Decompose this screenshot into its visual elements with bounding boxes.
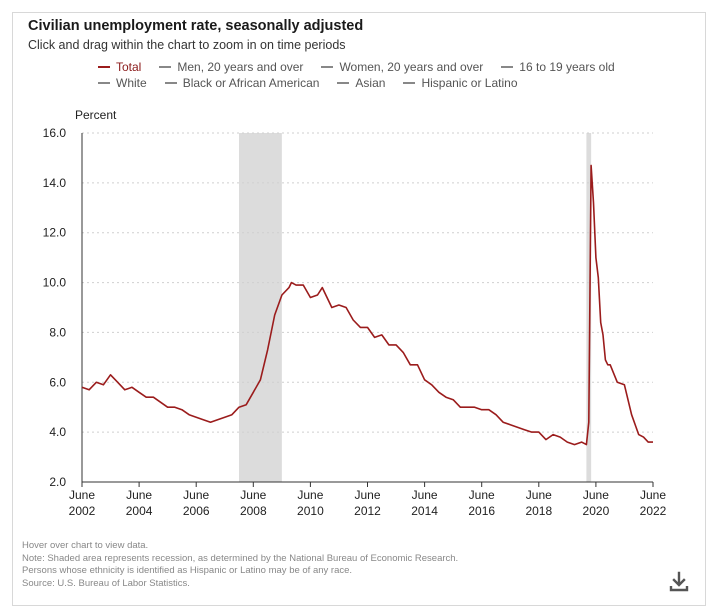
- x-tick-label-month: June: [640, 488, 666, 502]
- legend-label: 16 to 19 years old: [519, 60, 615, 74]
- x-tick-label-year: 2016: [468, 504, 495, 518]
- y-tick-label: 14.0: [43, 176, 67, 190]
- legend-item-men[interactable]: Men, 20 years and over: [159, 60, 303, 74]
- legend-row-1: Total Men, 20 years and over Women, 20 y…: [98, 59, 658, 75]
- y-tick-label: 4.0: [49, 425, 66, 439]
- x-tick-label-year: 2014: [411, 504, 438, 518]
- x-tick-label-year: 2004: [126, 504, 153, 518]
- legend-swatch: [159, 66, 172, 68]
- legend-swatch: [98, 82, 110, 84]
- legend-label: Total: [116, 60, 142, 74]
- x-tick-label-month: June: [69, 488, 95, 502]
- recession-band: [239, 133, 282, 482]
- x-tick-label-year: 2022: [640, 504, 667, 518]
- legend-item-women[interactable]: Women, 20 years and over: [321, 60, 483, 74]
- note-line: Source: U.S. Bureau of Labor Statistics.: [22, 577, 190, 589]
- x-tick-label-year: 2010: [297, 504, 324, 518]
- legend-row-2: White Black or African American Asian Hi…: [98, 75, 658, 91]
- x-tick-label-year: 2012: [354, 504, 381, 518]
- y-tick-label: 10.0: [43, 276, 67, 290]
- legend-item-white[interactable]: White: [98, 76, 147, 90]
- legend-swatch: [164, 82, 177, 84]
- legend-label: White: [116, 76, 147, 90]
- legend-label: Black or African American: [182, 76, 320, 90]
- chart-subtitle: Click and drag within the chart to zoom …: [28, 38, 346, 52]
- legend-item-hispanic[interactable]: Hispanic or Latino: [403, 76, 518, 90]
- download-icon-glyph: [669, 571, 689, 592]
- legend-swatch: [501, 66, 514, 68]
- chart-title: Civilian unemployment rate, seasonally a…: [28, 18, 364, 34]
- x-tick-label-month: June: [354, 488, 380, 502]
- legend-item-black[interactable]: Black or African American: [164, 76, 320, 90]
- x-tick-label-year: 2002: [69, 504, 96, 518]
- legend-item-teens[interactable]: 16 to 19 years old: [501, 60, 615, 74]
- y-tick-label: 2.0: [49, 475, 66, 489]
- y-axis-label: Percent: [75, 108, 117, 122]
- chart-notes: Hover over chart to view data. Note: Sha…: [22, 540, 458, 590]
- x-tick-label-month: June: [469, 488, 495, 502]
- legend-swatch: [403, 82, 416, 84]
- x-tick-label-month: June: [240, 488, 266, 502]
- legend-label: Asian: [355, 76, 386, 90]
- x-tick-label-month: June: [126, 488, 152, 502]
- x-tick-label-month: June: [526, 488, 552, 502]
- note-line: Hover over chart to view data.: [22, 540, 149, 551]
- x-tick-label-year: 2020: [583, 504, 610, 518]
- legend-label: Men, 20 years and over: [177, 60, 304, 74]
- note-line: Persons whose ethnicity is identified as…: [22, 565, 353, 576]
- legend-item-total[interactable]: Total: [98, 60, 141, 74]
- x-tick-label-month: June: [583, 488, 609, 502]
- x-tick-label-month: June: [297, 488, 323, 502]
- x-tick-label-month: June: [412, 488, 438, 502]
- note-line: Note: Shaded area represents recession, …: [22, 552, 459, 564]
- legend-label: Women, 20 years and over: [339, 60, 484, 74]
- x-tick-label-month: June: [183, 488, 209, 502]
- legend-item-asian[interactable]: Asian: [337, 76, 385, 90]
- series-line-total[interactable]: [81, 164, 653, 446]
- legend: Total Men, 20 years and over Women, 20 y…: [98, 59, 658, 91]
- y-tick-label: 8.0: [49, 325, 66, 339]
- y-tick-label: 12.0: [43, 226, 67, 240]
- x-tick-label-year: 2006: [183, 504, 210, 518]
- download-icon[interactable]: [668, 571, 690, 593]
- legend-swatch: [321, 66, 334, 68]
- legend-swatch: [98, 66, 110, 68]
- legend-label: Hispanic or Latino: [421, 76, 518, 90]
- x-tick-label-year: 2018: [525, 504, 552, 518]
- y-tick-label: 6.0: [49, 375, 66, 389]
- recession-band: [586, 133, 592, 482]
- legend-swatch: [337, 82, 350, 84]
- x-tick-label-year: 2008: [240, 504, 267, 518]
- y-tick-label: 16.0: [43, 126, 67, 140]
